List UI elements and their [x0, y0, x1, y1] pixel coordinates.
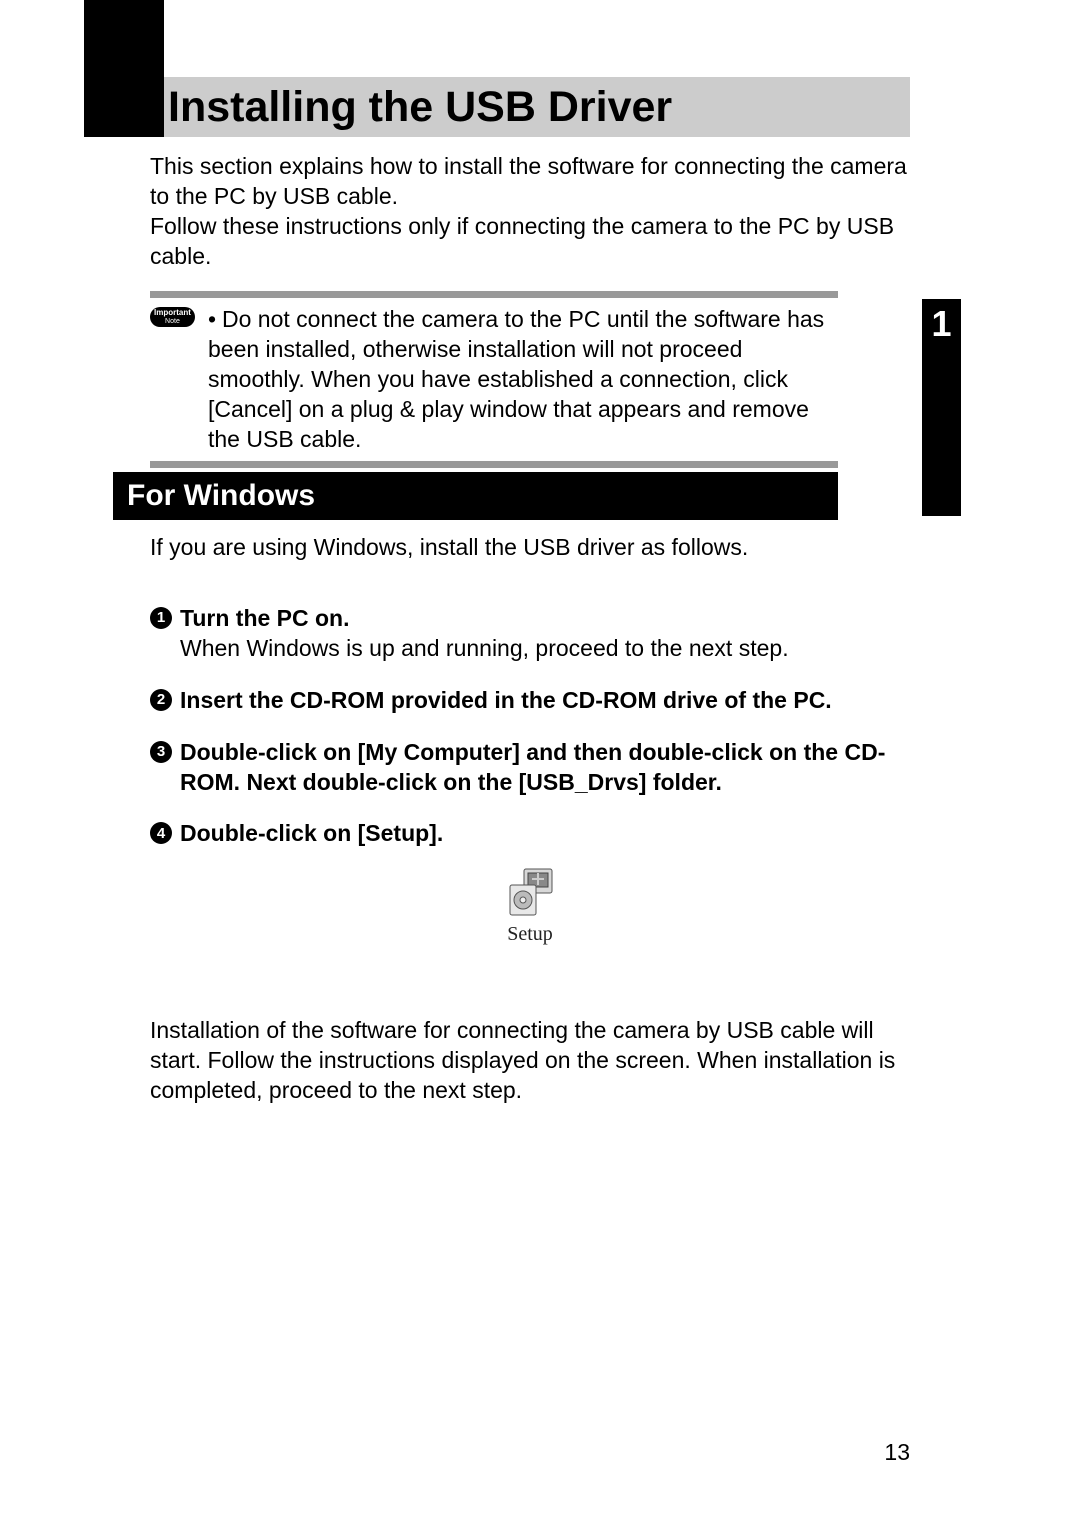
step-1-body: When Windows is up and running, proceed … [180, 634, 910, 664]
note-icon-sub: Note [165, 318, 180, 325]
intro-paragraph-2: Follow these instructions only if connec… [150, 212, 910, 272]
manual-page: Installing the USB Driver This section e… [0, 0, 1080, 1529]
step-number-icon: 2 [150, 689, 172, 711]
setup-icon-block: Setup [150, 867, 910, 946]
steps-list: 1 Turn the PC on. When Windows is up and… [150, 582, 910, 946]
step-4-title: Double-click on [Setup]. [180, 819, 443, 849]
step-1: 1 Turn the PC on. When Windows is up and… [150, 604, 910, 664]
step-3: 3 Double-click on [My Computer] and then… [150, 738, 910, 798]
setup-icon-label: Setup [504, 923, 556, 946]
step-2-title: Insert the CD-ROM provided in the CD-ROM… [180, 686, 832, 716]
step-number-icon: 1 [150, 607, 172, 629]
note-body: Do not connect the camera to the PC unti… [208, 306, 824, 452]
section-intro: If you are using Windows, install the US… [150, 534, 910, 561]
step-4-head: 4 Double-click on [Setup]. [150, 819, 910, 849]
step-number-icon: 3 [150, 741, 172, 763]
step-1-head: 1 Turn the PC on. [150, 604, 910, 634]
page-number: 13 [884, 1439, 910, 1466]
step-3-head: 3 Double-click on [My Computer] and then… [150, 738, 910, 798]
step-number-icon: 4 [150, 822, 172, 844]
chapter-number: 1 [922, 299, 961, 345]
step-1-title: Turn the PC on. [180, 604, 350, 634]
subheader-text: For Windows [127, 479, 315, 513]
section-subheader: For Windows [113, 472, 838, 520]
intro-text: This section explains how to install the… [150, 152, 910, 272]
bullet-icon: • [208, 305, 222, 335]
title-bar: Installing the USB Driver [84, 77, 910, 137]
note-content: Important Note •Do not connect the camer… [150, 298, 838, 461]
note-top-bar [150, 291, 838, 298]
step-2-head: 2 Insert the CD-ROM provided in the CD-R… [150, 686, 910, 716]
step-4: 4 Double-click on [Setup]. [150, 819, 910, 849]
step-2: 2 Insert the CD-ROM provided in the CD-R… [150, 686, 910, 716]
intro-paragraph-1: This section explains how to install the… [150, 152, 910, 212]
page-title: Installing the USB Driver [164, 83, 672, 132]
important-note-icon: Important Note [150, 305, 200, 454]
note-icon-main: Important [154, 308, 191, 317]
setup-install-icon: Setup [504, 867, 556, 946]
title-black-left [84, 77, 164, 137]
note-text: •Do not connect the camera to the PC unt… [200, 305, 838, 454]
important-note: Important Note •Do not connect the camer… [150, 291, 838, 468]
chapter-side-label: Getting Started [930, 363, 951, 493]
post-steps-text: Installation of the software for connect… [150, 1016, 910, 1106]
note-bottom-bar [150, 461, 838, 468]
step-3-title: Double-click on [My Computer] and then d… [180, 738, 910, 798]
